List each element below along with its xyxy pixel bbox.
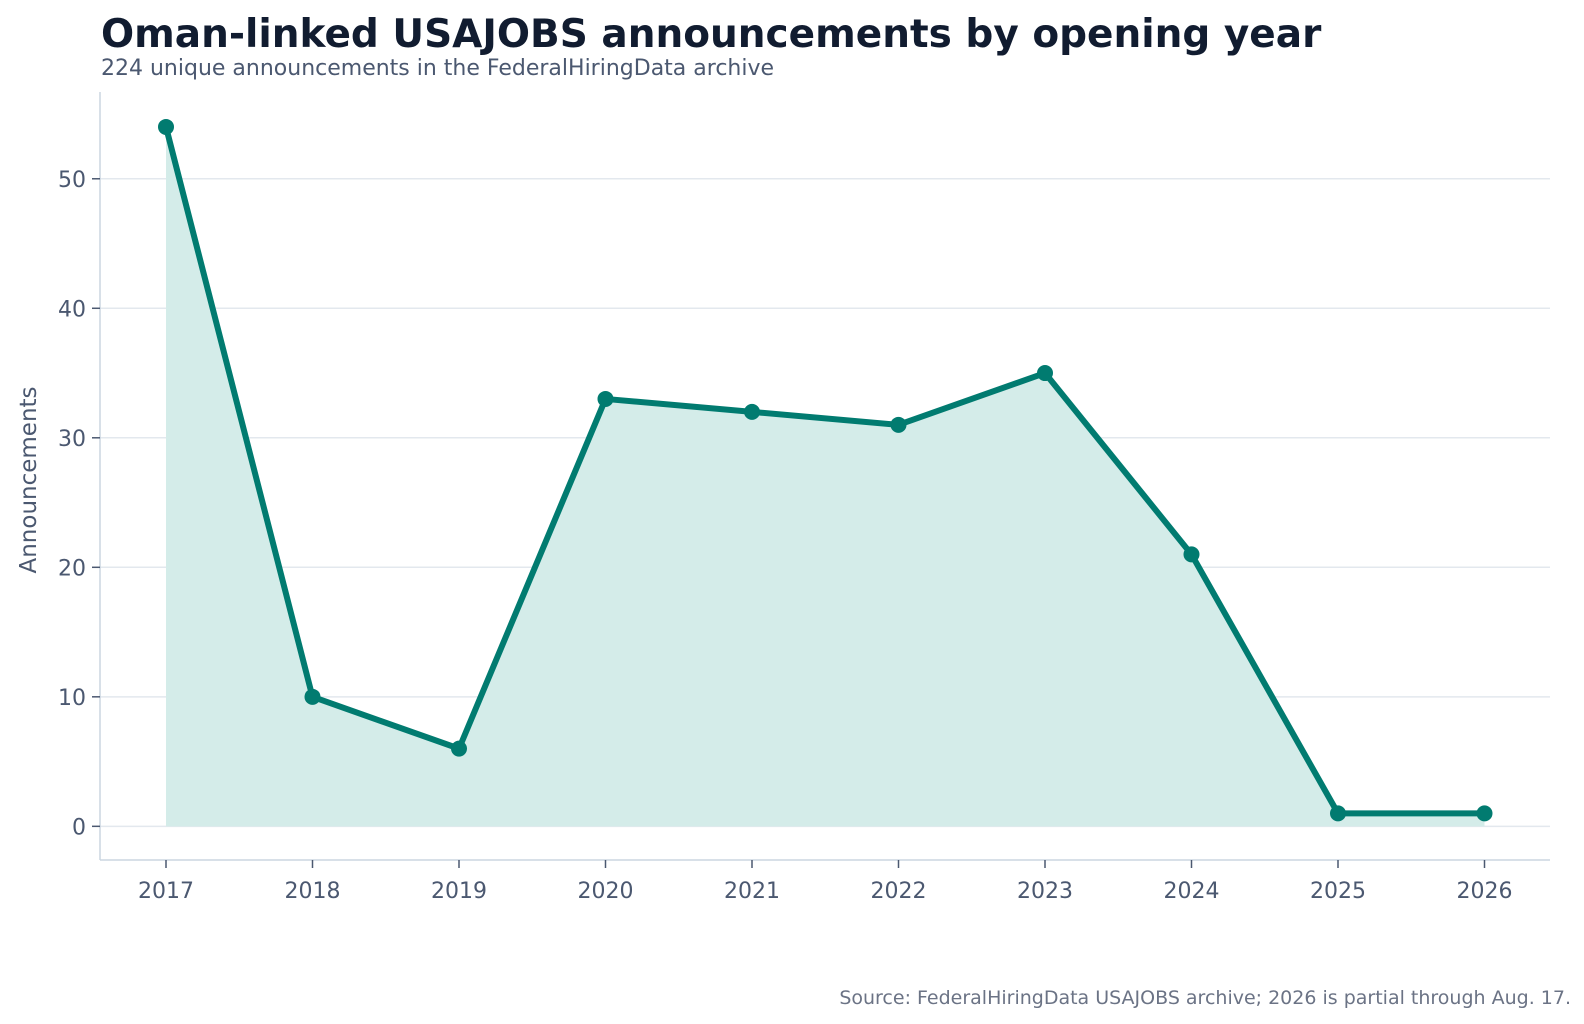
x-tick-label: 2022	[871, 879, 927, 904]
y-axis-title: Announcements	[16, 386, 42, 573]
data-point-2021	[744, 403, 760, 420]
series-line-layer	[163, 123, 1488, 817]
data-point-2022	[890, 416, 907, 433]
y-tick-label: 10	[58, 686, 86, 711]
data-point-2026	[1476, 805, 1493, 822]
data-point-2020	[597, 390, 614, 407]
y-tick-label: 40	[58, 297, 86, 322]
y-tick-label: 0	[72, 815, 86, 840]
data-point-2017	[158, 118, 174, 135]
series-line	[163, 123, 1488, 817]
x-tick-label: 2017	[138, 879, 194, 904]
x-tick-label: 2026	[1457, 879, 1513, 904]
data-point-2024	[1183, 546, 1200, 563]
area-fill-layer	[166, 126, 1485, 827]
x-tick-label: 2023	[1017, 879, 1073, 904]
data-point-2023	[1037, 365, 1053, 382]
data-point-2019	[451, 740, 467, 757]
x-tick-label: 2024	[1164, 879, 1220, 904]
x-tick-label: 2021	[724, 879, 780, 904]
x-tick-label: 2018	[285, 879, 341, 904]
y-axis-ticks: 0 10 20 30 40 50	[58, 168, 100, 840]
data-point-2018	[304, 688, 321, 705]
x-tick-label: 2025	[1310, 879, 1366, 904]
y-tick-label: 20	[58, 556, 86, 581]
chart-title: Oman-linked USAJOBS announcements by ope…	[101, 12, 1322, 57]
x-axis-ticks: 2017 2018 2019 2020 2021 2022 2023 2024 2025 2026	[138, 860, 1513, 904]
source-note: Source: FederalHiringData USAJOBS archiv…	[839, 987, 1571, 1009]
x-tick-label: 2020	[578, 879, 634, 904]
y-tick-label: 30	[58, 427, 86, 452]
series-area	[166, 126, 1485, 827]
y-tick-label: 50	[58, 168, 86, 193]
axes	[99, 92, 1550, 861]
x-tick-label: 2019	[431, 879, 487, 904]
data-point-2025	[1330, 805, 1346, 822]
chart-subtitle: 224 unique announcements in the FederalH…	[101, 56, 775, 81]
data-points	[158, 118, 1493, 822]
